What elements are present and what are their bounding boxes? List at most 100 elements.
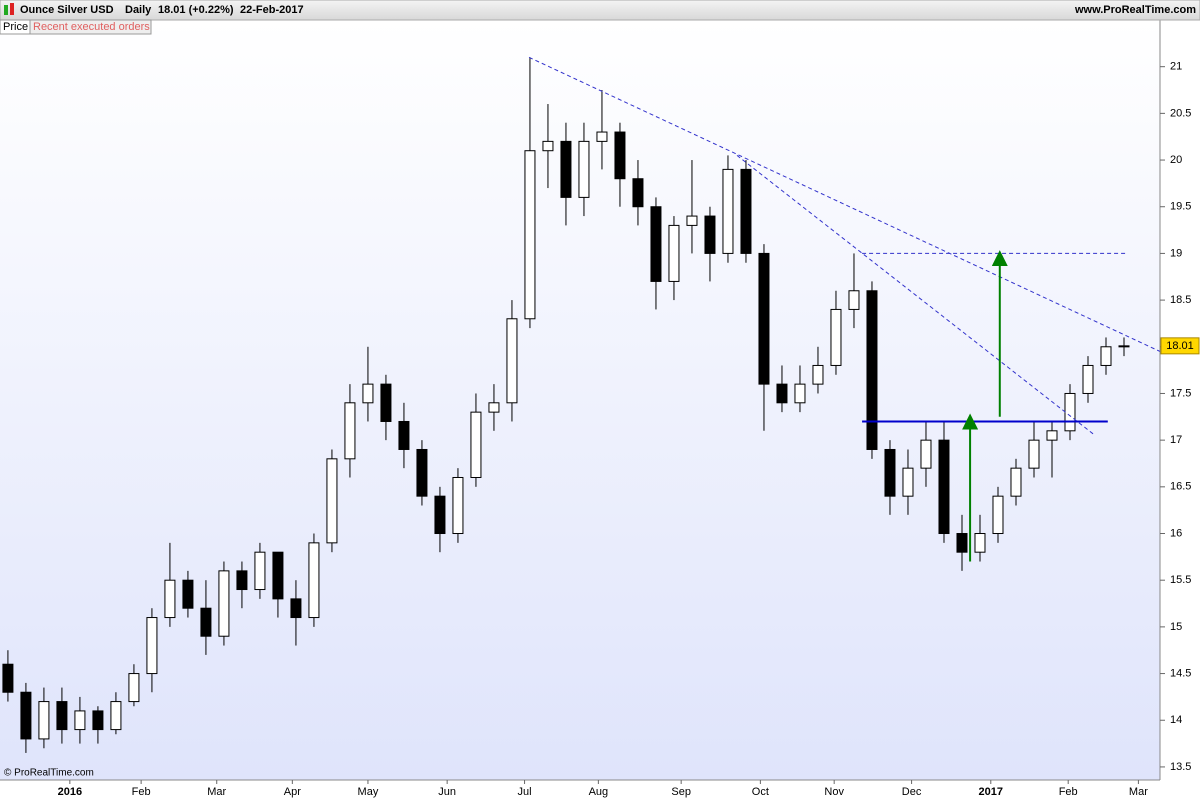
y-tick-label: 13.5: [1170, 761, 1191, 773]
candle-body: [650, 206, 662, 282]
candle-body: [524, 150, 536, 320]
candle-body: [326, 458, 338, 544]
x-tick-label: Oct: [752, 786, 769, 798]
candle-body: [110, 701, 122, 731]
candle-body: [812, 364, 824, 385]
price-tab-label[interactable]: Price: [3, 21, 28, 33]
orders-tab-label[interactable]: Recent executed orders: [33, 21, 150, 33]
x-tick-label: Mar: [1129, 786, 1148, 798]
candle-body: [830, 308, 842, 366]
y-tick-label: 17: [1170, 434, 1182, 446]
candle-body: [794, 383, 806, 404]
candle-body: [434, 495, 446, 535]
period: Daily: [125, 4, 152, 16]
candle-body: [2, 663, 14, 693]
candle-body: [470, 411, 482, 478]
candle-body: [866, 290, 878, 450]
y-tick-label: 15: [1170, 621, 1182, 633]
candle-body: [146, 617, 158, 675]
x-axis-area: [0, 780, 1160, 800]
drawing-dashed: [736, 154, 1096, 436]
last-price-label: 18.01: [1166, 340, 1194, 352]
candle-body: [200, 607, 212, 637]
candle-body: [938, 439, 950, 535]
x-tick-label: Jul: [518, 786, 532, 798]
candle-body: [362, 383, 374, 404]
x-tick-label: Mar: [207, 786, 226, 798]
candle-body: [290, 598, 302, 619]
candle-body: [776, 383, 788, 404]
site: www.ProRealTime.com: [1074, 4, 1196, 16]
y-axis-area: [1160, 20, 1200, 800]
y-tick-label: 16.5: [1170, 481, 1191, 493]
candle-body: [632, 178, 644, 208]
x-tick-label: May: [358, 786, 379, 798]
candle-body: [128, 673, 140, 703]
x-tick-label: Aug: [589, 786, 609, 798]
y-tick-label: 19: [1170, 247, 1182, 259]
candle-body: [848, 290, 860, 310]
candle-body: [596, 131, 608, 142]
candle-body: [398, 420, 410, 450]
candle-body: [1082, 364, 1094, 394]
candle-body: [56, 701, 68, 731]
candle-body: [38, 701, 50, 740]
candle-body: [920, 439, 932, 469]
x-tick-label: 2016: [58, 786, 82, 798]
candle-body: [614, 131, 626, 180]
candle-body: [92, 710, 104, 731]
candle-body: [722, 168, 734, 254]
orders-tab[interactable]: [29, 19, 152, 35]
y-tick-label: 20: [1170, 154, 1182, 166]
candle-body: [740, 168, 752, 254]
candle-body: [560, 140, 572, 198]
candle-body: [236, 570, 248, 591]
y-tick-label: 20.5: [1170, 107, 1191, 119]
candle-body: [308, 542, 320, 619]
candle-body: [488, 402, 500, 413]
y-tick-label: 16: [1170, 527, 1182, 539]
candle-body: [506, 318, 518, 404]
candle-body: [380, 383, 392, 422]
date: 22-Feb-2017: [240, 4, 304, 16]
marks: 13.51414.51515.51616.51717.51818.51919.5…: [2, 56, 1200, 798]
header-bar: [0, 0, 1200, 21]
copyright: © ProRealTime.com: [4, 768, 94, 779]
candle-body: [1046, 430, 1058, 441]
x-tick-label: Feb: [132, 786, 151, 798]
y-tick-label: 19.5: [1170, 201, 1191, 213]
candle-body: [1064, 392, 1076, 432]
candle-body: [1118, 345, 1130, 348]
candle-body: [956, 533, 968, 553]
candle-body: [272, 551, 284, 600]
logo-icon: [4, 3, 14, 15]
candle-body: [884, 448, 896, 497]
candle-body: [902, 467, 914, 497]
candle-body: [182, 579, 194, 609]
candle-body: [578, 140, 590, 198]
candle-body: [1028, 439, 1040, 469]
plot-background: [0, 20, 1160, 780]
candle-body: [344, 402, 356, 460]
candle-body: [452, 476, 464, 535]
candle-body: [74, 710, 86, 731]
candle-body: [416, 448, 428, 497]
candle-body: [1010, 467, 1022, 497]
candle-body: [992, 495, 1004, 535]
y-tick-label: 14: [1170, 714, 1182, 726]
y-tick-label: 14.5: [1170, 667, 1191, 679]
y-tick-label: 21: [1170, 61, 1182, 73]
candle-body: [704, 215, 716, 254]
x-tick-label: Dec: [902, 786, 922, 798]
x-tick-label: 2017: [979, 786, 1003, 798]
x-tick-label: Sep: [671, 786, 691, 798]
instrument: Ounce Silver USD: [20, 4, 114, 16]
last-price-box: [1160, 337, 1200, 355]
candle-body: [218, 570, 230, 637]
x-tick-label: Jun: [438, 786, 456, 798]
candle-body: [668, 224, 680, 282]
candle-body: [20, 691, 32, 740]
x-tick-label: Feb: [1059, 786, 1078, 798]
